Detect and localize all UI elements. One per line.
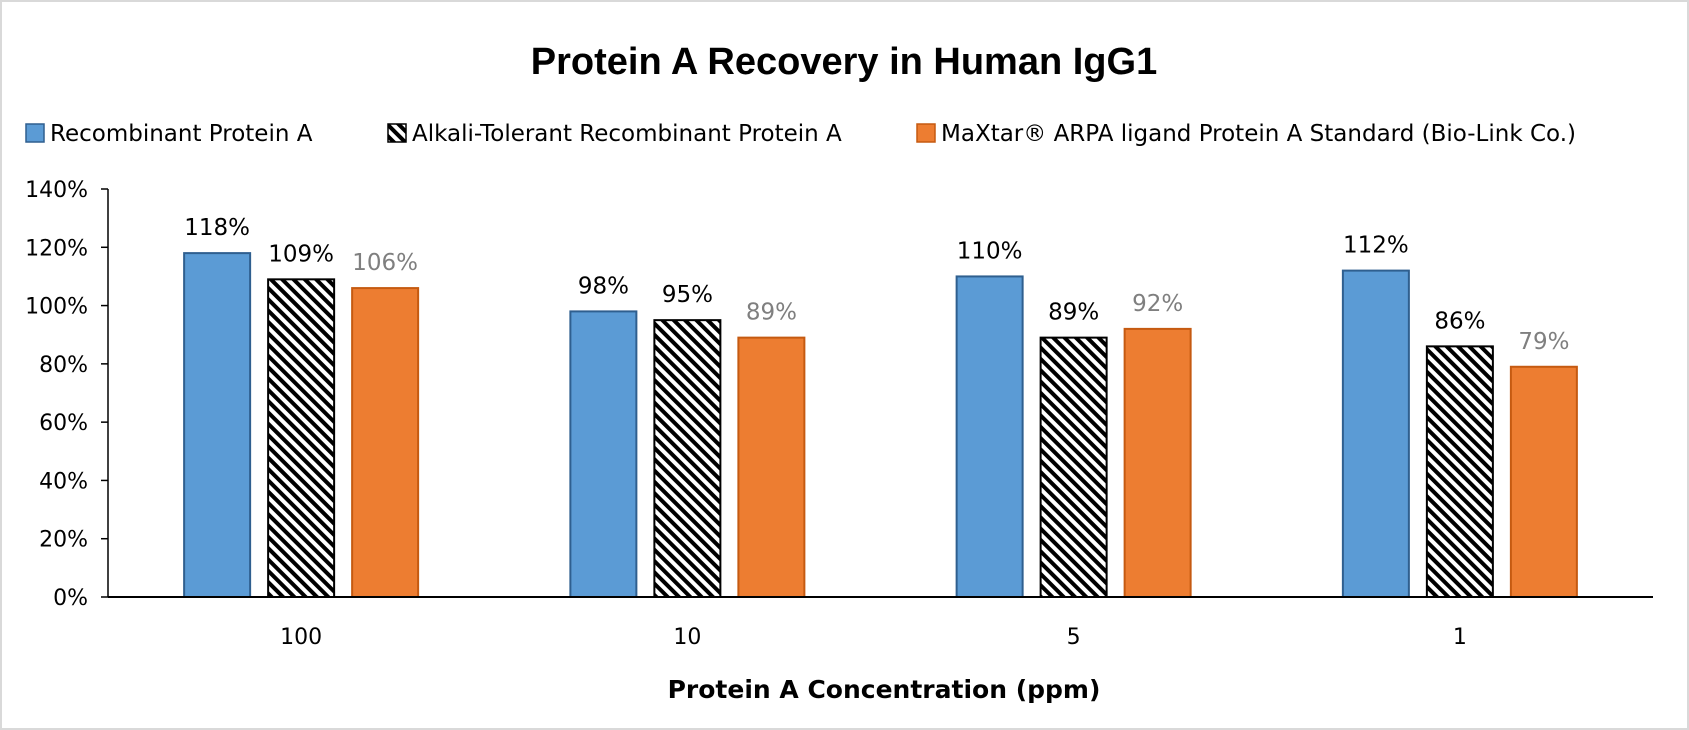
data-label-series2-5: 89% xyxy=(1048,300,1099,326)
bar-series2-5 xyxy=(1039,336,1108,598)
x-axis-label: Protein A Concentration (ppm) xyxy=(668,675,1101,704)
data-label-series3-10: 89% xyxy=(746,300,797,326)
bar-series3-100 xyxy=(351,287,420,598)
data-label-series1-10: 98% xyxy=(578,273,629,299)
bar-series1-1 xyxy=(1341,269,1410,598)
legend-swatch-3 xyxy=(916,123,936,143)
legend-label-3: MaXtar® ARPA ligand Protein A Standard (… xyxy=(941,121,1576,147)
bar-series1-10 xyxy=(569,310,638,598)
y-tick-label: 100% xyxy=(25,295,88,320)
y-tick-label: 0% xyxy=(53,586,88,611)
legend-swatch-1 xyxy=(25,123,45,143)
data-label-series1-100: 118% xyxy=(184,215,250,241)
legend-label-2: Alkali-Tolerant Recombinant Protein A xyxy=(412,121,842,147)
y-tick-label: 60% xyxy=(39,411,88,436)
y-tick-label: 40% xyxy=(39,469,88,494)
legend: Recombinant Protein A Alkali-Tolerant Rec… xyxy=(25,121,1576,147)
legend-label-1: Recombinant Protein A xyxy=(50,121,313,147)
bar-series2-10 xyxy=(653,319,722,598)
bar-series3-10 xyxy=(737,336,806,598)
bar-series1-5 xyxy=(955,275,1024,598)
data-labels: 118% 109% 106% 98% 95% 89% 110% 89% 92% 112% 86% 79… xyxy=(184,215,1569,355)
data-label-series1-5: 110% xyxy=(957,238,1023,264)
data-label-series2-100: 109% xyxy=(268,241,334,267)
bar-series3-5 xyxy=(1123,327,1192,598)
bars xyxy=(183,252,1578,598)
data-label-series2-1: 86% xyxy=(1434,308,1485,334)
x-tick-label: 100 xyxy=(280,625,322,650)
x-axis: 100 10 5 1 xyxy=(108,596,1653,650)
y-tick-label: 120% xyxy=(25,236,88,261)
y-tick-label: 80% xyxy=(39,353,88,378)
x-tick-label: 10 xyxy=(673,625,701,650)
bar-series2-1 xyxy=(1425,345,1494,598)
data-label-series2-10: 95% xyxy=(662,282,713,308)
bar-series1-100 xyxy=(183,252,252,598)
y-axis: 0% 20% 40% 60% 80% 100% 120% 140% xyxy=(25,178,109,611)
x-tick-label: 5 xyxy=(1067,625,1081,650)
y-tick-label: 140% xyxy=(25,178,88,203)
data-label-series1-1: 112% xyxy=(1343,233,1409,259)
bar-series3-1 xyxy=(1509,365,1578,598)
chart-title: Protein A Recovery in Human IgG1 xyxy=(531,41,1157,83)
x-tick-label: 1 xyxy=(1453,625,1467,650)
y-tick-label: 20% xyxy=(39,528,88,553)
data-label-series3-5: 92% xyxy=(1132,291,1183,317)
bar-series2-100 xyxy=(267,278,336,598)
legend-swatch-2 xyxy=(387,123,407,143)
data-label-series3-1: 79% xyxy=(1518,329,1569,355)
data-label-series3-100: 106% xyxy=(352,250,418,276)
